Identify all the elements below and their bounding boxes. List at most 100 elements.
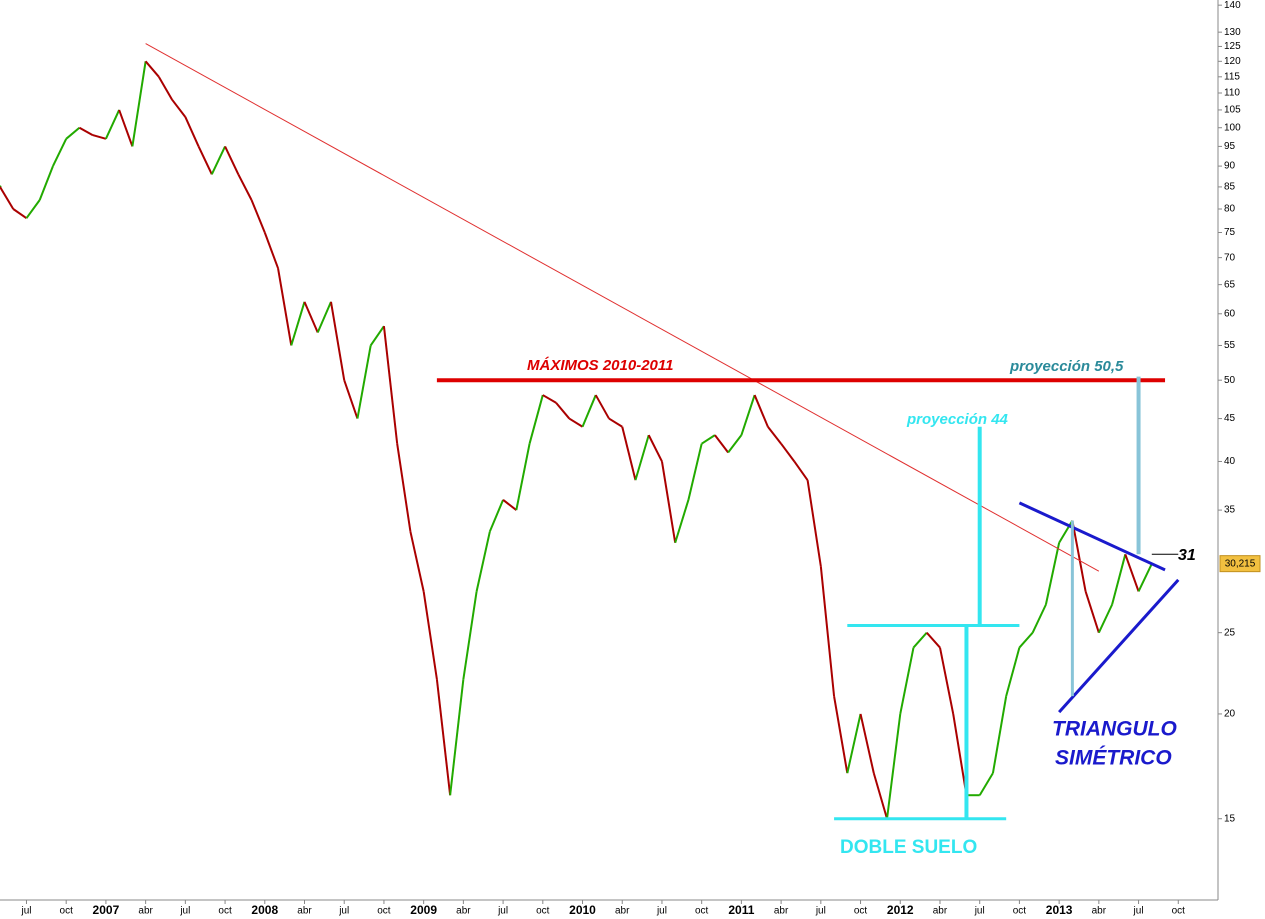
price-segment bbox=[12, 208, 28, 220]
price-segment bbox=[382, 326, 399, 444]
price-segment bbox=[621, 426, 637, 481]
price-segment bbox=[329, 301, 346, 381]
price-segment bbox=[780, 443, 796, 463]
price-segment bbox=[197, 145, 213, 175]
x-tick-label: oct bbox=[695, 906, 709, 917]
x-tick-label: 2009 bbox=[410, 903, 437, 917]
price-segment bbox=[343, 379, 359, 419]
price-segment bbox=[158, 76, 173, 101]
x-tick-label: jul bbox=[497, 906, 508, 917]
y-tick-label: 60 bbox=[1224, 308, 1236, 319]
x-tick-label: abr bbox=[138, 906, 153, 917]
price-segment bbox=[753, 394, 769, 428]
y-tick-label: 40 bbox=[1224, 456, 1236, 467]
price-segment bbox=[727, 434, 743, 454]
x-tick-label: abr bbox=[933, 906, 948, 917]
price-segment bbox=[978, 772, 994, 796]
price-segment bbox=[92, 134, 107, 140]
x-tick-label: jul bbox=[656, 906, 667, 917]
price-segment bbox=[396, 443, 412, 532]
x-tick-label: oct bbox=[218, 906, 232, 917]
price-segment bbox=[38, 165, 54, 201]
price-label-box bbox=[1219, 555, 1261, 573]
price-segment bbox=[369, 325, 385, 347]
price-segment bbox=[303, 301, 319, 333]
y-tick-label: 35 bbox=[1224, 505, 1236, 516]
y-tick-label: 110 bbox=[1224, 88, 1240, 99]
price-segment bbox=[290, 301, 306, 346]
price-segment bbox=[912, 631, 928, 649]
annotation: MÁXIMOS 2010-2011 bbox=[527, 357, 673, 374]
x-tick-label: 2007 bbox=[93, 903, 120, 917]
price-segment bbox=[488, 499, 505, 532]
price-segment bbox=[210, 145, 226, 175]
y-tick-label: 75 bbox=[1224, 227, 1236, 238]
annotation: DOBLE SUELO bbox=[840, 837, 977, 858]
y-tick-label: 125 bbox=[1224, 41, 1241, 52]
price-segment bbox=[859, 713, 875, 774]
x-tick-label: oct bbox=[854, 906, 868, 917]
annotation: TRIANGULO bbox=[1052, 718, 1177, 741]
price-segment bbox=[938, 647, 955, 715]
y-tick-label: 50 bbox=[1224, 375, 1236, 386]
x-tick-label: jul bbox=[179, 906, 190, 917]
annotation: proyección 50,5 bbox=[1009, 358, 1124, 375]
annotation: SIMÉTRICO bbox=[1055, 747, 1172, 770]
price-segment bbox=[886, 713, 902, 819]
x-tick-label: jul bbox=[1133, 906, 1144, 917]
y-tick-label: 100 bbox=[1224, 122, 1241, 133]
x-tick-label: abr bbox=[1092, 906, 1107, 917]
annotation-line bbox=[1058, 578, 1180, 714]
price-segment bbox=[1124, 553, 1140, 592]
price-segment bbox=[1111, 554, 1127, 605]
y-tick-label: 80 bbox=[1224, 204, 1236, 215]
price-segment bbox=[144, 60, 160, 78]
price-segment bbox=[462, 591, 478, 680]
y-tick-label: 90 bbox=[1224, 161, 1236, 172]
y-tick-label: 120 bbox=[1224, 56, 1241, 67]
price-segment bbox=[872, 772, 888, 820]
x-tick-label: oct bbox=[536, 906, 550, 917]
price-segment bbox=[833, 695, 849, 774]
x-tick-label: jul bbox=[338, 906, 349, 917]
x-tick-label: 2011 bbox=[728, 903, 754, 917]
x-tick-label: oct bbox=[60, 906, 74, 917]
price-segment bbox=[449, 679, 465, 796]
price-segment bbox=[435, 679, 452, 796]
price-segment bbox=[634, 434, 650, 481]
price-segment bbox=[647, 434, 663, 462]
price-segment bbox=[250, 199, 266, 233]
y-tick-label: 140 bbox=[1224, 0, 1241, 11]
price-segment bbox=[793, 460, 809, 481]
annotation: proyección 44 bbox=[906, 411, 1009, 428]
x-tick-label: 2013 bbox=[1046, 903, 1073, 917]
price-segment bbox=[502, 499, 517, 511]
price-segment bbox=[277, 268, 293, 346]
price-segment bbox=[674, 499, 690, 544]
price-segment bbox=[1071, 520, 1087, 592]
x-tick-label: 2012 bbox=[887, 903, 914, 917]
x-tick-label: oct bbox=[377, 906, 391, 917]
y-tick-label: 85 bbox=[1224, 182, 1236, 193]
price-segment bbox=[0, 186, 15, 210]
price-segment bbox=[806, 479, 822, 567]
price-segment bbox=[1137, 563, 1153, 592]
x-tick-label: abr bbox=[456, 906, 471, 917]
y-tick-label: 70 bbox=[1224, 252, 1236, 263]
price-segment bbox=[952, 713, 968, 796]
price-segment bbox=[528, 394, 544, 444]
price-segment bbox=[131, 61, 147, 147]
price-segment bbox=[555, 402, 571, 420]
price-segment bbox=[701, 434, 716, 445]
x-tick-label: jul bbox=[20, 906, 31, 917]
y-tick-label: 20 bbox=[1224, 709, 1236, 720]
price-segment bbox=[65, 126, 81, 140]
y-tick-label: 65 bbox=[1224, 279, 1236, 290]
price-segment bbox=[263, 232, 279, 269]
price-segment bbox=[594, 394, 610, 420]
price-segment bbox=[542, 394, 557, 404]
annotation-line bbox=[145, 43, 1100, 572]
x-tick-label: oct bbox=[1013, 906, 1027, 917]
price-segment bbox=[925, 631, 941, 649]
